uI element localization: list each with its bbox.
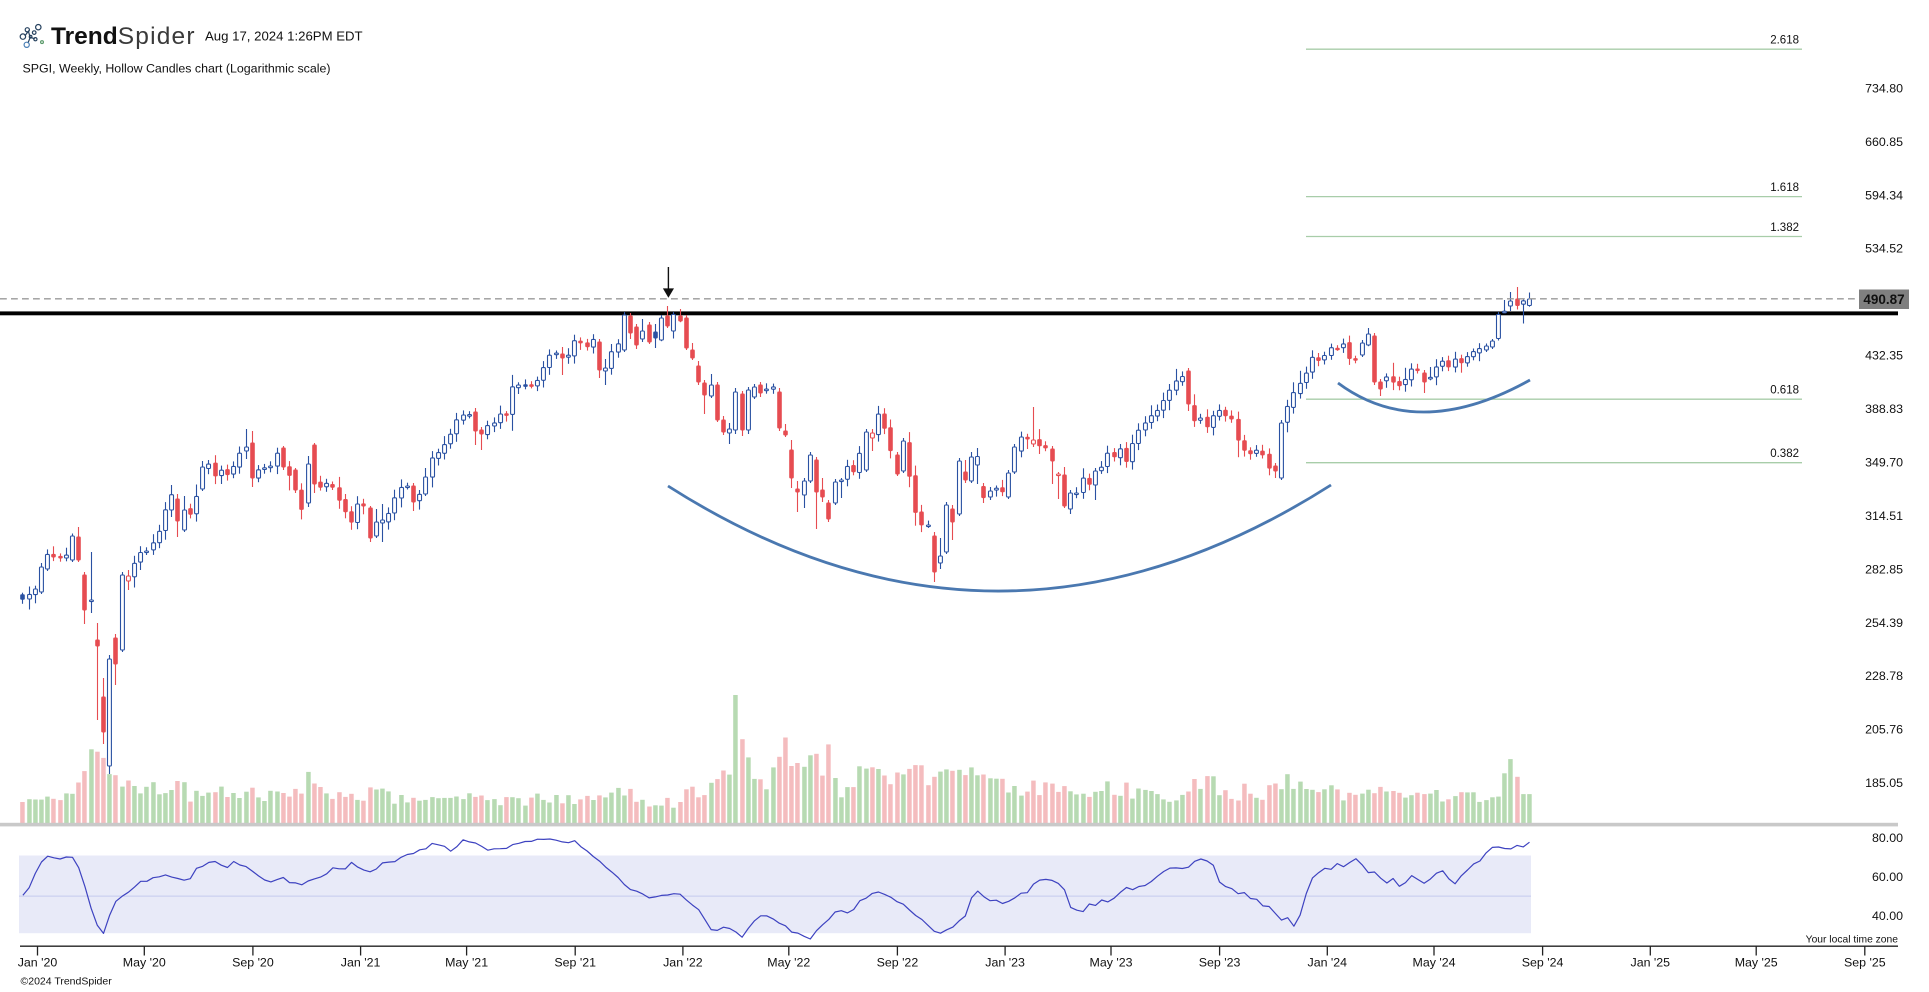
svg-text:734.80: 734.80 [1865,82,1903,96]
svg-text:1.618: 1.618 [1770,182,1799,194]
svg-text:660.85: 660.85 [1865,135,1903,149]
svg-text:May '20: May '20 [123,956,166,970]
svg-text:490.87: 490.87 [1863,292,1904,307]
svg-text:205.76: 205.76 [1865,723,1903,737]
svg-text:Jan '25: Jan '25 [1631,956,1671,970]
svg-text:Jan '20: Jan '20 [18,956,58,970]
svg-text:©2024 TrendSpider: ©2024 TrendSpider [21,976,113,988]
svg-text:May '21: May '21 [445,956,488,970]
svg-text:282.85: 282.85 [1865,562,1903,576]
svg-text:0.618: 0.618 [1770,385,1799,397]
svg-text:Sep '23: Sep '23 [1199,956,1241,970]
svg-text:2.618: 2.618 [1770,35,1799,47]
svg-text:SPGI, Weekly, Hollow Candles c: SPGI, Weekly, Hollow Candles chart (Loga… [23,62,331,76]
svg-text:Jan '24: Jan '24 [1308,956,1348,970]
svg-text:Sep '21: Sep '21 [554,956,596,970]
svg-text:60.00: 60.00 [1872,870,1903,884]
svg-text:228.78: 228.78 [1865,669,1903,683]
svg-text:254.39: 254.39 [1865,616,1903,630]
svg-text:TrendSpider: TrendSpider [51,23,196,50]
svg-text:Sep '22: Sep '22 [877,956,919,970]
svg-text:349.70: 349.70 [1865,456,1903,470]
svg-text:1.382: 1.382 [1770,222,1799,234]
svg-text:594.34: 594.34 [1865,188,1903,202]
svg-text:80.00: 80.00 [1872,831,1903,845]
svg-text:May '25: May '25 [1735,956,1778,970]
svg-text:0.382: 0.382 [1770,448,1799,460]
svg-text:May '23: May '23 [1090,956,1133,970]
svg-text:40.00: 40.00 [1872,909,1903,923]
svg-text:May '22: May '22 [767,956,810,970]
svg-text:432.35: 432.35 [1865,349,1903,363]
svg-text:Sep '20: Sep '20 [232,956,274,970]
svg-text:314.51: 314.51 [1865,509,1903,523]
svg-text:Your local time zone: Your local time zone [1806,935,1899,946]
svg-text:May '24: May '24 [1413,956,1456,970]
svg-text:185.05: 185.05 [1865,776,1903,790]
svg-text:388.83: 388.83 [1865,402,1903,416]
svg-text:Jan '23: Jan '23 [985,956,1025,970]
svg-text:Sep '25: Sep '25 [1844,956,1886,970]
svg-text:Aug 17, 2024 1:26PM EDT: Aug 17, 2024 1:26PM EDT [205,29,363,44]
svg-text:534.52: 534.52 [1865,242,1903,256]
svg-text:Sep '24: Sep '24 [1522,956,1564,970]
svg-text:Jan '21: Jan '21 [341,956,381,970]
svg-text:Jan '22: Jan '22 [663,956,703,970]
